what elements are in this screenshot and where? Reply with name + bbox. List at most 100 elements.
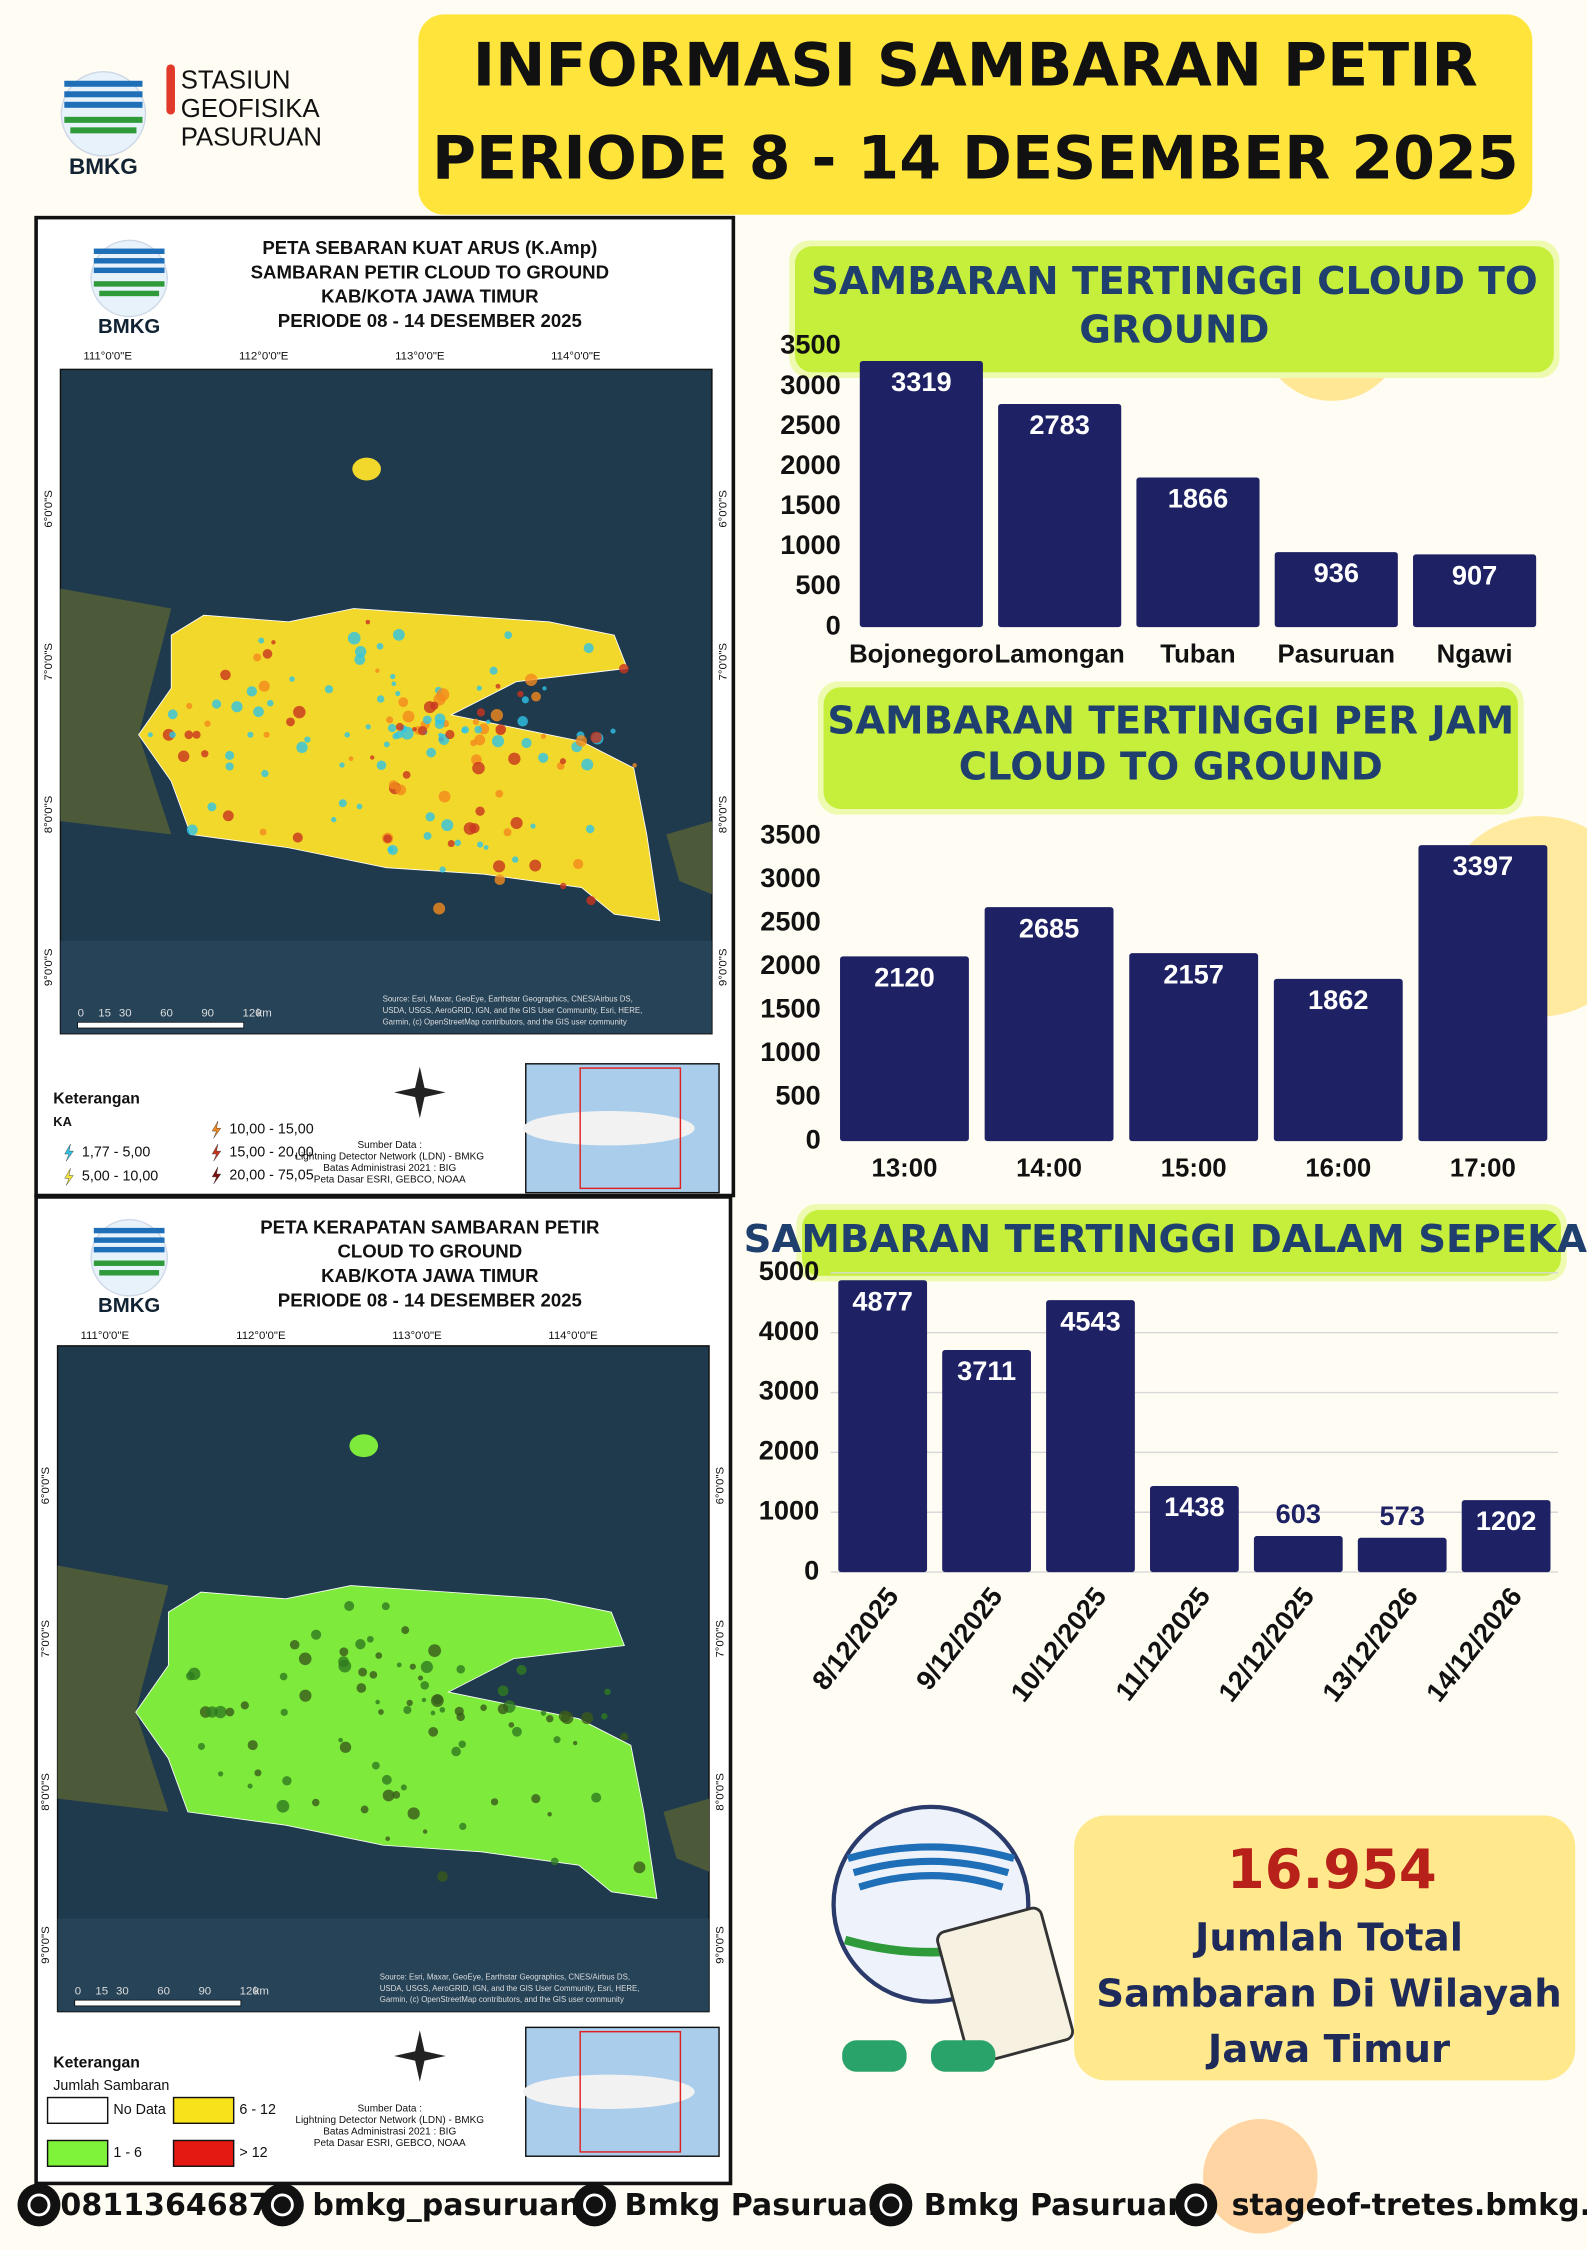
legend-label: 5,00 - 10,00	[82, 1169, 158, 1185]
chart-title-box	[802, 1209, 1561, 1276]
source-text: Sumber Data :	[357, 2104, 422, 2115]
map-strike	[417, 726, 428, 736]
logo-stripe	[93, 1227, 165, 1234]
map-strike	[398, 697, 409, 708]
map-strike	[510, 816, 523, 830]
bar	[1253, 1535, 1343, 1573]
map-title: PERIODE 08 - 14 DESEMBER 2025	[278, 310, 582, 331]
map-strike	[395, 722, 404, 731]
map-strike	[204, 720, 211, 727]
bar	[998, 403, 1122, 628]
map-strike	[538, 752, 549, 763]
map-strike	[491, 735, 505, 748]
map-strike	[591, 1792, 602, 1803]
bar	[942, 1349, 1031, 1573]
map-strike	[495, 724, 507, 735]
map-strike	[355, 1639, 366, 1650]
map-strike	[246, 686, 257, 697]
map-strike	[497, 1685, 509, 1697]
map-title: KAB/KOTA JAWA TIMUR	[321, 286, 539, 307]
value-label: 2685	[1019, 912, 1079, 943]
map-strike	[423, 701, 436, 714]
logo-stripe	[93, 1260, 165, 1266]
map-strike	[483, 845, 489, 850]
map-strike	[371, 1761, 380, 1770]
chart-title: SAMBARAN TERTINGGI DALAM SEPEKAN	[744, 1217, 1587, 1262]
x-tick-label: Ngawi	[1437, 641, 1513, 669]
lon-label: 112°0'0"E	[236, 1330, 286, 1342]
map-strike	[253, 706, 264, 718]
map-strike	[304, 736, 311, 743]
lon-label: 114°0'0"E	[551, 351, 601, 363]
station-name: STASIUN	[181, 66, 291, 94]
map-attribution: USDA, USGS, AeroGRID, IGN, and the GIS U…	[383, 1006, 643, 1015]
scale-label: km	[254, 1986, 269, 1998]
bar	[1046, 1300, 1135, 1573]
map-strike	[632, 763, 637, 768]
map-strike	[469, 823, 480, 834]
map-strike	[633, 1861, 646, 1874]
map-attribution: USDA, USGS, AeroGRID, IGN, and the GIS U…	[380, 1984, 640, 1993]
bar	[838, 1280, 928, 1573]
y-tick-label: 3500	[760, 818, 820, 849]
map-strike	[201, 750, 209, 758]
map-strike	[289, 676, 295, 682]
map-strike	[214, 1705, 227, 1719]
mascot-stripe	[858, 1872, 1004, 1891]
map-strike	[456, 1712, 465, 1722]
map-strike	[391, 681, 397, 687]
map-strike	[531, 691, 541, 702]
station-name: PASURUAN	[181, 124, 322, 152]
footer-text: Bmkg Pasuruan	[625, 2188, 890, 2223]
legend-swatch	[172, 2096, 235, 2125]
inset-land	[522, 1111, 695, 1146]
legend-title: Keterangan	[53, 1091, 140, 1108]
map-strike	[394, 730, 403, 739]
y-tick-label: 2000	[780, 449, 840, 480]
legend-swatch	[172, 2139, 235, 2167]
legend-subtitle: KA	[53, 1114, 72, 1129]
lon-label: 113°0'0"E	[392, 1330, 442, 1342]
x-tick-label: Pasuruan	[1278, 641, 1395, 669]
y-tick-label: 3000	[760, 862, 820, 893]
legend-title: Keterangan	[53, 2054, 140, 2071]
map-strike	[547, 1812, 552, 1817]
map-strike	[339, 1647, 349, 1657]
legend-label: 10,00 - 15,00	[229, 1121, 313, 1137]
lat-label: 8°0'0"S	[715, 1773, 727, 1811]
map-strike	[395, 691, 401, 697]
source-text: Lightning Detector Network (LDN) - BMKG	[295, 1152, 484, 1163]
map-strike	[330, 816, 337, 823]
map-strike	[376, 695, 385, 703]
title-box	[418, 14, 1533, 215]
map-strike	[339, 1741, 352, 1753]
x-tick-label: 16:00	[1305, 1155, 1371, 1183]
map-strike	[585, 824, 595, 834]
y-tick-label: 1500	[780, 489, 840, 520]
map-strike	[451, 1746, 461, 1757]
map-strike	[385, 1836, 391, 1842]
map-title: PETA KERAPATAN SAMBARAN PETIR	[260, 1216, 600, 1237]
y-tick-label: 0	[826, 609, 841, 640]
footer-icon	[17, 2183, 61, 2227]
map-strike	[573, 1740, 578, 1746]
map-strike	[217, 1771, 224, 1777]
scale-label: 15	[98, 1008, 111, 1020]
map-strike	[425, 812, 435, 822]
map-strike	[207, 802, 217, 812]
map-strike	[197, 1742, 206, 1750]
bar	[1418, 845, 1548, 1142]
map-strike	[258, 637, 265, 644]
map-land-bali	[666, 821, 712, 895]
footer-icon	[1174, 2183, 1218, 2227]
map-strike	[503, 828, 512, 837]
map-strike	[400, 1784, 407, 1791]
legend-label: 20,00 - 75,05	[229, 1167, 313, 1183]
map-strike	[441, 819, 454, 832]
map-strike	[558, 1710, 571, 1723]
value-label: 1866	[1168, 483, 1228, 514]
map-strike	[289, 1639, 300, 1650]
scale-bar	[77, 1021, 245, 1029]
map-strike	[365, 724, 371, 730]
map-strike	[376, 760, 387, 771]
